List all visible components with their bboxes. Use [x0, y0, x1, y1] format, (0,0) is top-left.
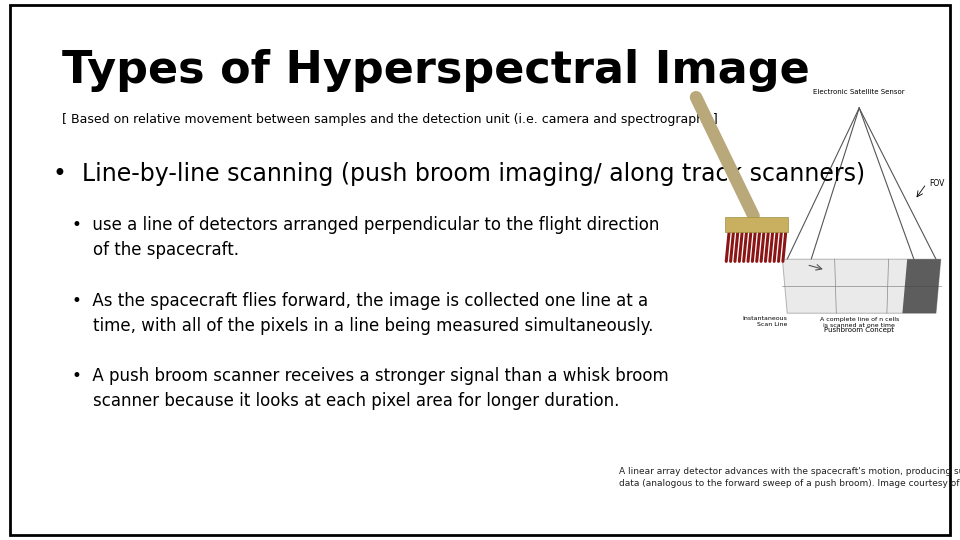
- Text: •  A push broom scanner receives a stronger signal than a whisk broom
    scanne: • A push broom scanner receives a strong…: [72, 367, 669, 410]
- Text: FOV: FOV: [929, 179, 945, 188]
- Text: A linear array detector advances with the spacecraft's motion, producing success: A linear array detector advances with th…: [619, 467, 960, 488]
- FancyBboxPatch shape: [726, 217, 787, 232]
- Text: •  use a line of detectors arranged perpendicular to the flight direction
    of: • use a line of detectors arranged perpe…: [72, 216, 660, 259]
- Text: A complete line of n cells
is scanned at one time: A complete line of n cells is scanned at…: [820, 317, 899, 328]
- Text: •  Line-by-line scanning (push broom imaging/ along track scanners): • Line-by-line scanning (push broom imag…: [53, 162, 865, 186]
- Text: Types of Hyperspectral Image: Types of Hyperspectral Image: [62, 49, 810, 92]
- Polygon shape: [782, 259, 941, 313]
- Text: Electronic Satellite Sensor: Electronic Satellite Sensor: [813, 89, 905, 94]
- Text: [ Based on relative movement between samples and the detection unit (i.e. camera: [ Based on relative movement between sam…: [62, 113, 718, 126]
- Text: •  As the spacecraft flies forward, the image is collected one line at a
    tim: • As the spacecraft flies forward, the i…: [72, 292, 654, 335]
- Text: Pushbroom Concept: Pushbroom Concept: [825, 327, 894, 333]
- Text: Instantaneous
Scan Line: Instantaneous Scan Line: [742, 316, 787, 327]
- Polygon shape: [902, 259, 941, 313]
